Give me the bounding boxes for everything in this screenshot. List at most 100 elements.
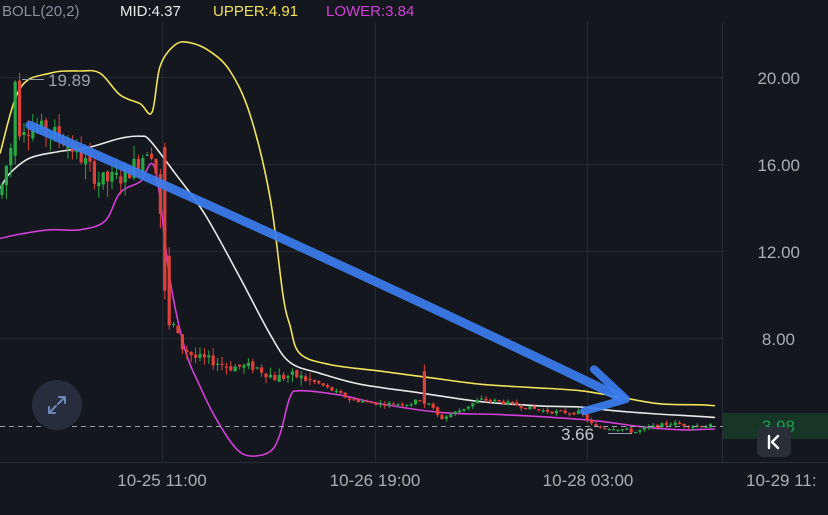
candle-body xyxy=(422,371,426,404)
candle xyxy=(620,429,624,432)
candle xyxy=(242,363,246,374)
candle xyxy=(458,408,462,413)
candle xyxy=(497,399,501,403)
candle-body xyxy=(466,406,470,409)
candle-body xyxy=(528,406,532,410)
candle-body xyxy=(163,147,167,291)
candle xyxy=(370,400,374,404)
candle xyxy=(700,425,704,428)
candle-body xyxy=(502,401,506,404)
candle xyxy=(167,247,171,330)
candle xyxy=(590,417,594,426)
candle xyxy=(229,361,233,372)
candle xyxy=(22,123,26,143)
price-tick-8: 8.00 xyxy=(762,330,795,349)
candle xyxy=(436,406,440,418)
candle xyxy=(321,382,325,387)
candle xyxy=(532,404,536,410)
candle xyxy=(356,398,360,403)
candle-body xyxy=(79,147,83,163)
candle xyxy=(246,358,250,370)
candle-body xyxy=(620,429,624,431)
candle-body xyxy=(242,365,246,368)
candle xyxy=(541,408,545,413)
candle-body xyxy=(568,413,572,415)
candle xyxy=(286,374,290,383)
candle-body xyxy=(238,364,242,367)
candle-body xyxy=(625,428,629,430)
candle-body xyxy=(524,407,528,410)
candle-body xyxy=(185,349,189,353)
candle xyxy=(515,399,519,406)
candle xyxy=(110,162,114,190)
boll-lower-label: LOWER:3.84 xyxy=(326,3,414,20)
candle xyxy=(396,403,400,408)
candle-body xyxy=(607,429,611,431)
candle xyxy=(634,431,638,434)
candle xyxy=(180,334,184,355)
candle-body xyxy=(277,375,281,382)
candle-body xyxy=(361,401,365,403)
candle-body xyxy=(154,158,158,174)
candle-body xyxy=(634,431,638,434)
candle xyxy=(255,366,259,370)
candle-body xyxy=(343,392,347,398)
candle-body xyxy=(4,166,8,186)
candle xyxy=(145,152,149,156)
candle xyxy=(343,391,347,399)
candle xyxy=(326,383,330,389)
candle xyxy=(559,409,563,412)
candle xyxy=(277,368,281,382)
candle xyxy=(260,364,264,377)
candle-body xyxy=(198,354,202,358)
time-tick-1: 10-25 11:00 xyxy=(117,471,206,490)
candle-body xyxy=(642,427,646,430)
candle xyxy=(598,425,602,429)
price-tick-20: 20.00 xyxy=(757,69,800,88)
candle-body xyxy=(664,422,668,425)
candle xyxy=(172,321,176,328)
candle-body xyxy=(356,399,360,402)
candle xyxy=(524,407,528,410)
candle xyxy=(528,406,532,410)
candle xyxy=(189,351,193,363)
candle-body xyxy=(537,409,541,411)
candle-body xyxy=(488,399,492,402)
trend-arrow-head[interactable] xyxy=(580,365,630,416)
candle-body xyxy=(691,426,695,428)
candle xyxy=(216,357,220,371)
candle-body xyxy=(352,399,356,401)
candle-body xyxy=(510,401,514,403)
candle xyxy=(198,347,202,362)
expand-arrows-icon xyxy=(48,396,66,414)
candle-body xyxy=(260,367,264,373)
candle-body xyxy=(678,422,682,425)
trend-arrow[interactable] xyxy=(25,120,630,416)
candle xyxy=(568,412,572,417)
trend-arrow-shaft[interactable] xyxy=(25,120,625,402)
candle-body xyxy=(603,428,607,430)
candle-body xyxy=(598,426,602,428)
candle-body xyxy=(106,171,110,182)
candle xyxy=(202,348,206,365)
candle-body xyxy=(167,255,171,326)
candle-body xyxy=(576,410,580,414)
candle xyxy=(480,395,484,401)
candle-body xyxy=(590,420,594,424)
candle-body xyxy=(392,403,396,405)
candle-body xyxy=(462,408,466,411)
candle xyxy=(13,79,17,165)
candle-body xyxy=(150,153,154,159)
fullscreen-button[interactable] xyxy=(32,380,82,430)
candle xyxy=(488,398,492,404)
candle-body xyxy=(396,404,400,406)
scroll-to-latest-button[interactable] xyxy=(757,427,791,457)
candle xyxy=(647,424,651,430)
price-tick-12: 12.00 xyxy=(757,243,800,262)
candle xyxy=(282,372,286,381)
candle xyxy=(251,358,255,374)
candle-body xyxy=(554,411,558,414)
